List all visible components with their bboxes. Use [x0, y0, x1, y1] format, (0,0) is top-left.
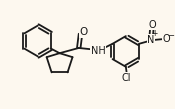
Text: NH: NH [91, 46, 105, 56]
Text: N: N [147, 35, 155, 45]
Text: +: + [151, 29, 158, 38]
Text: −: − [167, 31, 174, 40]
Text: O: O [79, 27, 88, 37]
Text: Cl: Cl [122, 73, 131, 83]
Text: O: O [163, 34, 170, 44]
Text: O: O [149, 20, 157, 30]
